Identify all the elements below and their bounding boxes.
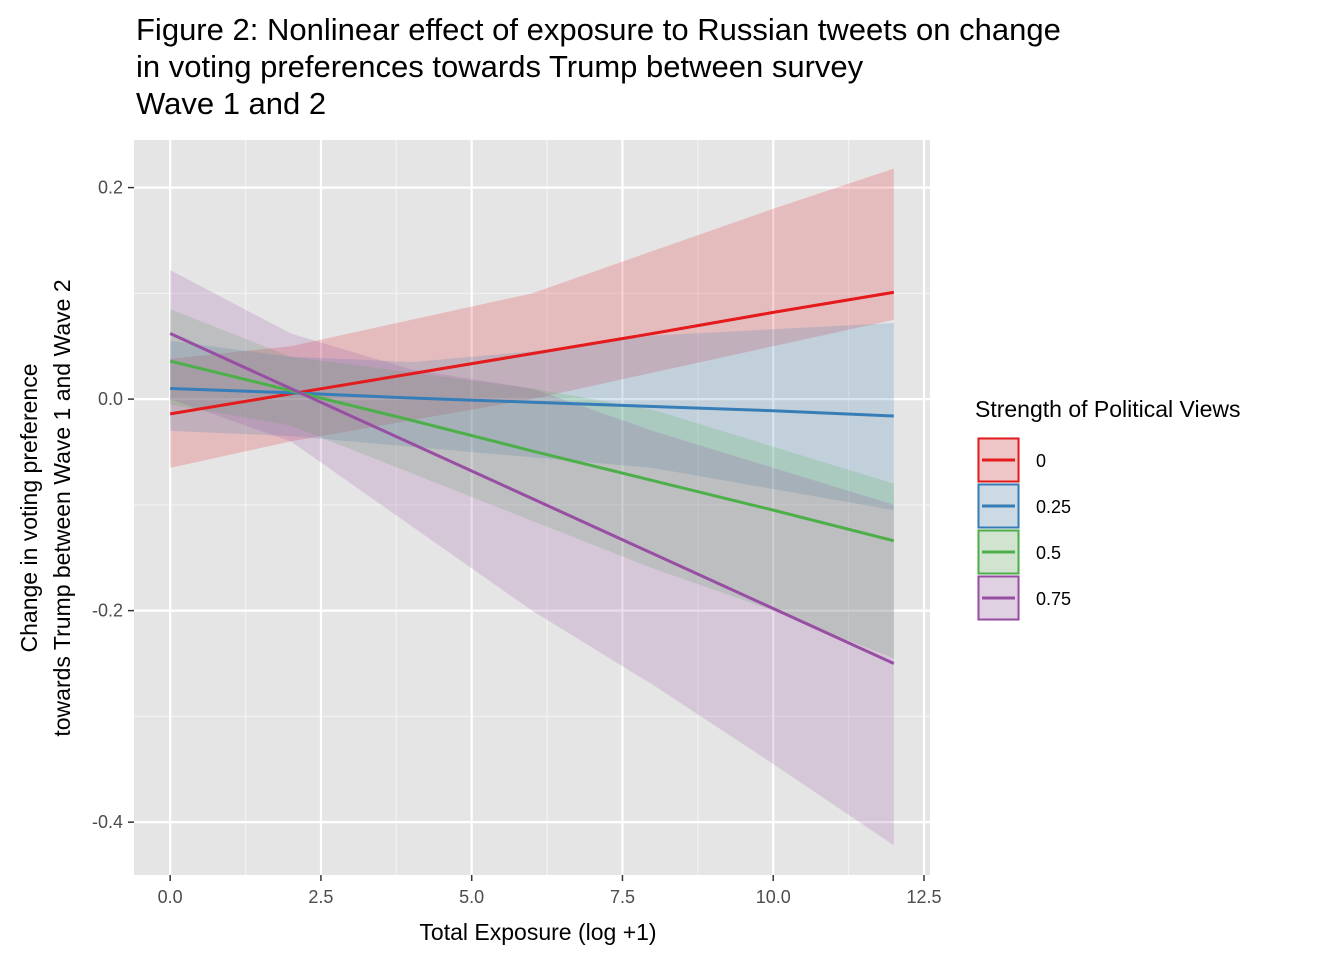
y-axis-title-line-2: towards Trump between Wave 1 and Wave 2 bbox=[49, 279, 75, 736]
x-axis-title: Total Exposure (log +1) bbox=[419, 919, 656, 945]
y-tick-label: 0.0 bbox=[98, 389, 123, 409]
line-series-2 bbox=[169, 359, 895, 543]
line-series-1 bbox=[170, 387, 894, 418]
ribbon-series-0 bbox=[170, 168, 894, 468]
ribbon-series-3 bbox=[170, 270, 894, 846]
legend-title: Strength of Political Views bbox=[975, 396, 1241, 422]
chart-title: Figure 2: Nonlinear effect of exposure t… bbox=[136, 12, 1061, 121]
ribbon-series-1 bbox=[170, 322, 894, 511]
x-tick-label: 5.0 bbox=[459, 887, 484, 907]
legend-items: 0 0.25 0.5 0.75 bbox=[977, 437, 1071, 621]
x-axis-ticks: 0.0 2.5 5.0 7.5 10.0 12.5 bbox=[158, 875, 941, 907]
legend: Strength of Political Views 0 0.25 0.5 0.75 bbox=[975, 396, 1241, 621]
legend-label: 0.25 bbox=[1036, 497, 1071, 517]
chart-title-line-2: in voting preferences towards Trump betw… bbox=[136, 49, 864, 84]
y-tick-label: -0.2 bbox=[92, 601, 123, 621]
legend-label: 0.75 bbox=[1036, 589, 1071, 609]
x-tick-label: 2.5 bbox=[308, 887, 333, 907]
legend-item: 0.25 bbox=[977, 483, 1071, 529]
major-grid bbox=[134, 140, 930, 875]
legend-item: 0.5 bbox=[977, 529, 1061, 575]
confidence-ribbons bbox=[170, 168, 894, 846]
y-tick-label: -0.4 bbox=[92, 812, 123, 832]
x-tick-label: 12.5 bbox=[906, 887, 941, 907]
legend-label: 0.5 bbox=[1036, 543, 1061, 563]
chart-title-line-3: Wave 1 and 2 bbox=[136, 86, 326, 121]
x-tick-label: 7.5 bbox=[610, 887, 635, 907]
y-tick-label: 0.2 bbox=[98, 178, 123, 198]
legend-label: 0 bbox=[1036, 451, 1046, 471]
y-axis-title-line-1: Change in voting preference bbox=[16, 364, 42, 653]
legend-item: 0.75 bbox=[977, 575, 1071, 621]
y-axis-ticks: -0.4 -0.2 0.0 0.2 bbox=[92, 178, 134, 832]
chart-title-line-1: Figure 2: Nonlinear effect of exposure t… bbox=[136, 12, 1061, 47]
minor-grid bbox=[134, 140, 930, 875]
legend-item: 0 bbox=[977, 437, 1046, 483]
series-lines bbox=[169, 290, 895, 665]
y-axis-title: Change in voting preference towards Trum… bbox=[16, 279, 75, 736]
plot-panel bbox=[134, 140, 930, 875]
x-tick-label: 0.0 bbox=[158, 887, 183, 907]
line-series-3 bbox=[169, 332, 895, 665]
x-tick-label: 10.0 bbox=[756, 887, 791, 907]
